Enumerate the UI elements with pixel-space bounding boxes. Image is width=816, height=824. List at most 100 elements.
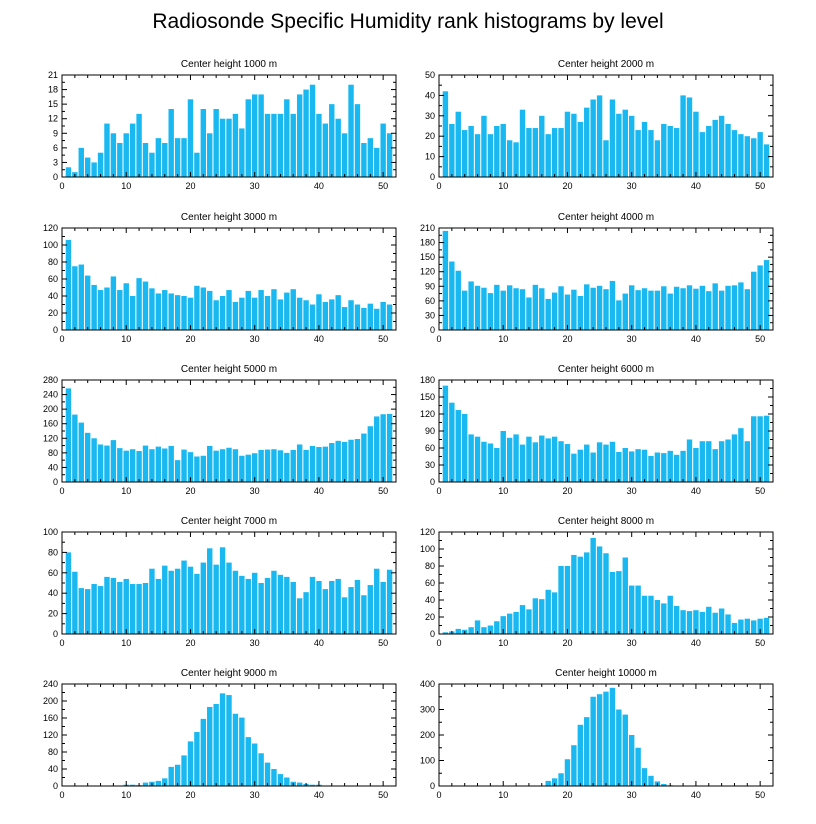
y-tick-label: 0 bbox=[53, 477, 58, 487]
y-tick-label: 100 bbox=[43, 240, 58, 250]
bar bbox=[590, 537, 596, 634]
x-tick-label: 40 bbox=[314, 790, 324, 800]
bar bbox=[97, 152, 104, 177]
bar bbox=[584, 107, 590, 177]
bar bbox=[468, 126, 474, 177]
bar bbox=[757, 416, 763, 482]
bar bbox=[354, 439, 361, 482]
bar bbox=[706, 441, 712, 482]
x-tick-label: 10 bbox=[121, 181, 131, 191]
bar bbox=[136, 113, 142, 177]
bar bbox=[763, 415, 770, 482]
bar bbox=[500, 616, 506, 634]
y-tick-label: 30 bbox=[425, 460, 435, 470]
bar bbox=[564, 566, 571, 634]
bar bbox=[449, 261, 455, 330]
bar bbox=[155, 446, 162, 482]
bar bbox=[513, 611, 519, 634]
panel-title: Center height 5000 m bbox=[181, 364, 277, 375]
bar bbox=[219, 296, 226, 330]
bar bbox=[264, 577, 271, 634]
bar bbox=[474, 134, 481, 177]
bar bbox=[667, 450, 673, 482]
x-tick-label: 20 bbox=[562, 334, 572, 344]
bar bbox=[616, 451, 622, 482]
bar bbox=[232, 713, 239, 786]
y-tick-label: 60 bbox=[425, 296, 435, 306]
bar bbox=[296, 782, 303, 786]
x-tick-label: 50 bbox=[378, 181, 388, 191]
bar bbox=[361, 433, 367, 482]
bar bbox=[303, 89, 309, 177]
y-tick-label: 40 bbox=[425, 595, 435, 605]
bar bbox=[635, 290, 641, 330]
x-tick-label: 40 bbox=[314, 638, 324, 648]
bar bbox=[354, 579, 361, 634]
bar bbox=[296, 444, 303, 482]
bar bbox=[354, 104, 361, 177]
bar bbox=[271, 449, 277, 482]
bar bbox=[136, 451, 142, 482]
bar bbox=[97, 586, 104, 634]
bar bbox=[474, 285, 481, 330]
bar bbox=[322, 446, 329, 482]
bar bbox=[361, 307, 367, 330]
bar bbox=[194, 285, 200, 330]
bar bbox=[284, 777, 290, 786]
bar bbox=[341, 307, 348, 330]
bar bbox=[596, 285, 603, 330]
bar bbox=[200, 562, 207, 634]
y-tick-label: 60 bbox=[48, 568, 58, 578]
bar bbox=[494, 448, 500, 482]
bar bbox=[468, 281, 474, 330]
bar bbox=[84, 157, 91, 177]
x-tick-label: 10 bbox=[498, 638, 508, 648]
bar bbox=[532, 442, 539, 482]
bar bbox=[699, 132, 706, 177]
bar bbox=[616, 571, 622, 634]
bar bbox=[635, 585, 641, 634]
bar bbox=[628, 285, 635, 330]
bar bbox=[693, 448, 699, 482]
bar bbox=[232, 570, 239, 634]
x-tick-label: 40 bbox=[691, 638, 701, 648]
bar bbox=[239, 717, 245, 786]
bar bbox=[341, 597, 348, 634]
y-tick-label: 80 bbox=[48, 547, 58, 557]
bar bbox=[110, 440, 117, 482]
bar bbox=[603, 691, 609, 786]
bar bbox=[174, 295, 181, 330]
bar bbox=[667, 595, 673, 634]
bar bbox=[264, 762, 271, 787]
x-tick-label: 20 bbox=[185, 486, 195, 496]
x-tick-label: 20 bbox=[562, 181, 572, 191]
bar bbox=[110, 133, 117, 177]
bar bbox=[258, 290, 264, 330]
bar bbox=[155, 293, 162, 330]
bar bbox=[245, 737, 251, 787]
y-tick-label: 40 bbox=[48, 462, 58, 472]
bar bbox=[577, 724, 584, 786]
x-tick-label: 0 bbox=[436, 790, 441, 800]
bar bbox=[181, 449, 187, 482]
bar bbox=[571, 289, 577, 330]
bar bbox=[194, 732, 200, 786]
bar bbox=[654, 290, 661, 330]
bar bbox=[712, 119, 718, 177]
bar bbox=[635, 747, 641, 786]
y-tick-label: 60 bbox=[425, 578, 435, 588]
bar bbox=[187, 566, 194, 634]
bar bbox=[622, 109, 628, 177]
bar bbox=[142, 583, 149, 634]
y-tick-label: 200 bbox=[43, 696, 58, 706]
bar bbox=[213, 109, 219, 177]
bar bbox=[168, 109, 174, 177]
bar bbox=[264, 113, 271, 177]
bar bbox=[194, 573, 200, 634]
bar bbox=[226, 290, 232, 330]
bar bbox=[174, 460, 181, 482]
bar bbox=[97, 290, 104, 330]
bar bbox=[571, 745, 577, 786]
bar bbox=[455, 410, 461, 482]
y-tick-label: 120 bbox=[43, 223, 58, 233]
